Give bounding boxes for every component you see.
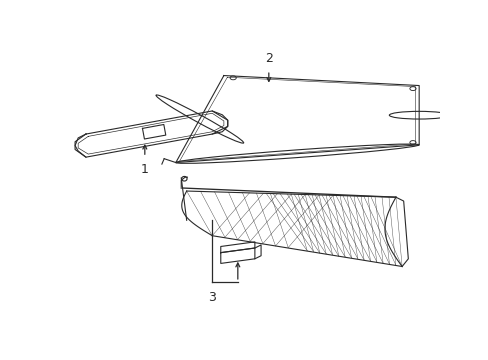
Text: 3: 3: [208, 291, 216, 304]
Text: 2: 2: [264, 52, 272, 65]
Text: 1: 1: [141, 163, 148, 176]
